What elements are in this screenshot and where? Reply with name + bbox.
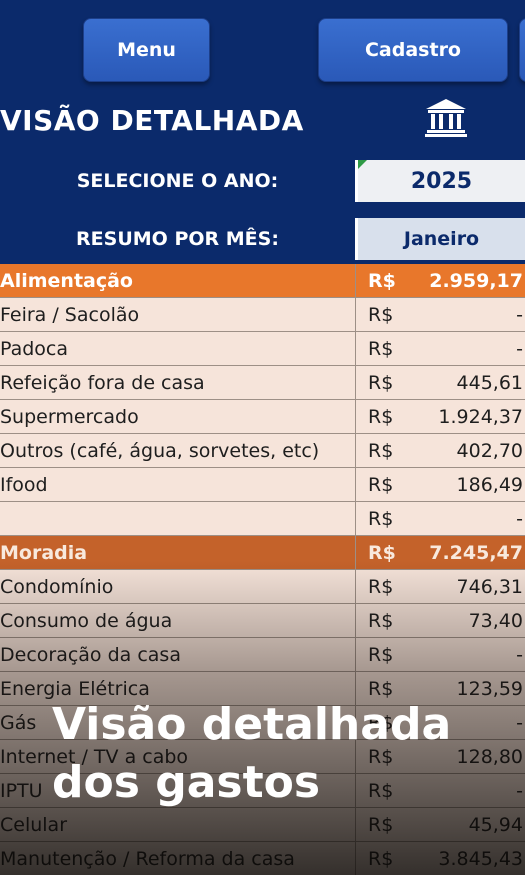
- category-row[interactable]: Moradia R$ 7.245,47: [0, 536, 525, 570]
- row-label: Refeição fora de casa: [0, 366, 356, 400]
- overlay-caption: Visão detalhada dos gastos: [52, 699, 452, 808]
- currency-symbol: R$: [368, 610, 394, 632]
- row-label: Manutenção / Reforma da casa: [0, 842, 356, 875]
- table-row[interactable]: Condomínio R$ 746,31: [0, 570, 525, 604]
- cadastro-button[interactable]: Cadastro: [318, 18, 508, 82]
- table-row[interactable]: Feira / Sacolão R$ -: [0, 298, 525, 332]
- currency-symbol: R$: [368, 542, 396, 564]
- row-value: 746,31: [456, 576, 523, 598]
- table-row[interactable]: Padoca R$ -: [0, 332, 525, 366]
- row-value: -: [516, 712, 523, 734]
- row-value: 7.245,47: [429, 542, 523, 564]
- row-label: Decoração da casa: [0, 638, 356, 672]
- page-title: VISÃO DETALHADA: [0, 104, 304, 137]
- table-row[interactable]: Manutenção / Reforma da casa R$ 3.845,43: [0, 842, 525, 875]
- table-row[interactable]: Refeição fora de casa R$ 445,61: [0, 366, 525, 400]
- row-value: -: [516, 780, 523, 802]
- cell-comment-marker: [358, 160, 367, 169]
- currency-symbol: R$: [368, 576, 394, 598]
- table-row[interactable]: Supermercado R$ 1.924,37: [0, 400, 525, 434]
- row-value: 73,40: [468, 610, 523, 632]
- currency-symbol: R$: [368, 338, 394, 360]
- summary-label: RESUMO POR MÊS:: [0, 218, 355, 260]
- currency-symbol: R$: [368, 508, 394, 530]
- menu-button[interactable]: Menu: [83, 18, 210, 82]
- row-label: Ifood: [0, 468, 356, 502]
- table-row[interactable]: R$ -: [0, 502, 525, 536]
- year-selector-cell[interactable]: 2025: [358, 160, 525, 202]
- row-label: Celular: [0, 808, 356, 842]
- row-value: 186,49: [456, 474, 523, 496]
- next-button-edge[interactable]: [519, 18, 525, 82]
- row-value: 402,70: [456, 440, 523, 462]
- row-label: [0, 502, 356, 536]
- summary-month[interactable]: Janeiro: [358, 218, 525, 260]
- row-value: -: [516, 304, 523, 326]
- row-value: -: [516, 338, 523, 360]
- row-value: 45,94: [468, 814, 523, 836]
- table-row[interactable]: Consumo de água R$ 73,40: [0, 604, 525, 638]
- header-bar: Menu Cadastro VISÃO DETALHADA: [0, 0, 525, 154]
- bank-icon: [425, 99, 467, 137]
- year-selector-row: SELECIONE O ANO: 2025: [0, 160, 525, 202]
- row-label: Alimentação: [0, 264, 356, 298]
- table-row[interactable]: Ifood R$ 186,49: [0, 468, 525, 502]
- row-label: Outros (café, água, sorvetes, etc): [0, 434, 356, 468]
- summary-header-row: RESUMO POR MÊS: Janeiro: [0, 218, 525, 260]
- row-value: 2.959,17: [429, 270, 523, 292]
- currency-symbol: R$: [368, 644, 394, 666]
- row-label: Moradia: [0, 536, 356, 570]
- table-row[interactable]: Decoração da casa R$ -: [0, 638, 525, 672]
- currency-symbol: R$: [368, 814, 394, 836]
- currency-symbol: R$: [368, 474, 394, 496]
- currency-symbol: R$: [368, 304, 394, 326]
- row-value: 445,61: [456, 372, 523, 394]
- table-row[interactable]: Celular R$ 45,94: [0, 808, 525, 842]
- row-label: Condomínio: [0, 570, 356, 604]
- currency-symbol: R$: [368, 440, 394, 462]
- row-label: Supermercado: [0, 400, 356, 434]
- row-value: 1.924,37: [438, 406, 523, 428]
- row-value: -: [516, 644, 523, 666]
- row-label: Consumo de água: [0, 604, 356, 638]
- currency-symbol: R$: [368, 270, 396, 292]
- row-value: 3.845,43: [438, 848, 523, 870]
- year-selector-label: SELECIONE O ANO:: [0, 160, 355, 202]
- currency-symbol: R$: [368, 372, 394, 394]
- row-label: Padoca: [0, 332, 356, 366]
- row-value: -: [516, 508, 523, 530]
- currency-symbol: R$: [368, 406, 394, 428]
- currency-symbol: R$: [368, 848, 394, 870]
- table-row[interactable]: Outros (café, água, sorvetes, etc) R$ 402,…: [0, 434, 525, 468]
- row-label: Feira / Sacolão: [0, 298, 356, 332]
- category-row[interactable]: Alimentação R$ 2.959,17: [0, 264, 525, 298]
